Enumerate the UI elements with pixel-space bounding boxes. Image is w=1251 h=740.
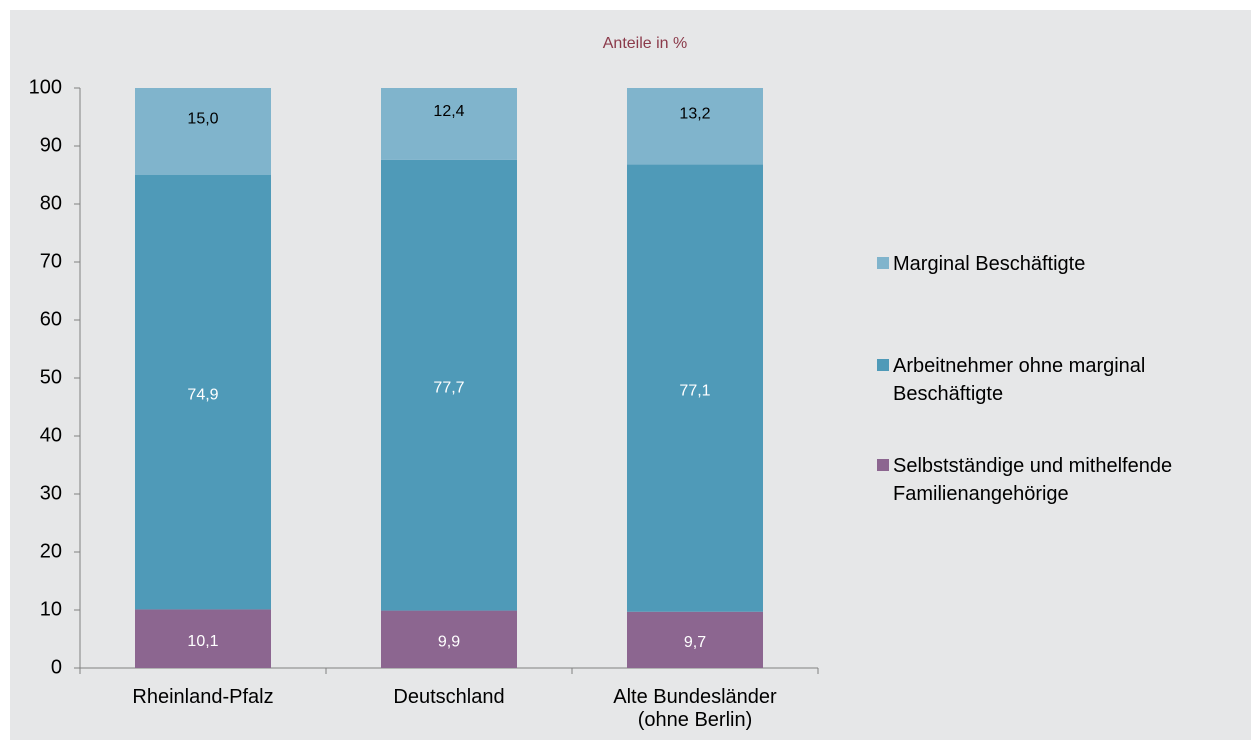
y-tick-label: 0: [51, 656, 62, 678]
value-label: 9,9: [438, 634, 460, 651]
value-label: 13,2: [679, 105, 710, 122]
value-label: 74,9: [187, 386, 218, 403]
y-tick-label: 10: [40, 598, 62, 620]
bar-segment: [381, 610, 517, 668]
x-tick-label-box: Rheinland-Pfalz: [132, 686, 274, 708]
y-tick-label: 40: [40, 424, 62, 446]
legend-swatch: [877, 459, 889, 471]
legend-swatch: [877, 257, 889, 269]
legend-label: Selbstständige und mithelfende Familiena…: [893, 455, 1173, 505]
bar-segment: [627, 164, 763, 612]
x-tick-label: Rheinland-Pfalz: [132, 686, 274, 708]
value-label: 77,7: [433, 379, 464, 396]
y-tick-label: 80: [40, 192, 62, 214]
y-tick-label: 60: [40, 308, 62, 330]
chart-subtitle: Anteile in %: [603, 35, 688, 52]
bar-segment: [381, 159, 517, 611]
bar-segment: [135, 175, 271, 610]
legend-label-box: Arbeitnehmer ohne marginal Beschäftigte: [893, 355, 1146, 405]
legend-label-box: Selbstständige und mithelfende Familiena…: [893, 455, 1173, 505]
legend-swatch: [877, 359, 889, 371]
value-label: 9,7: [684, 634, 706, 651]
x-tick-label: Deutschland: [393, 686, 505, 708]
x-tick-label-box: Alte Bundesländer (ohne Berlin): [613, 686, 777, 731]
y-tick-label: 30: [40, 482, 62, 504]
value-label: 77,1: [679, 382, 710, 399]
legend-label: Marginal Beschäftigte: [893, 253, 1086, 275]
value-label: 10,1: [187, 633, 218, 650]
y-tick-label: 90: [40, 134, 62, 156]
y-tick-label: 20: [40, 540, 62, 562]
legend-label: Arbeitnehmer ohne marginal Beschäftigte: [893, 355, 1146, 405]
y-tick-label: 50: [40, 366, 62, 388]
y-tick-label: 100: [29, 76, 62, 98]
bar-segment: [627, 88, 763, 165]
x-tick-label-box: Deutschland: [393, 686, 505, 708]
x-tick-label: Alte Bundesländer (ohne Berlin): [613, 686, 777, 731]
y-tick-label: 70: [40, 250, 62, 272]
bar-segment: [135, 609, 271, 668]
bar-segment: [381, 88, 517, 160]
value-label: 12,4: [433, 103, 464, 120]
legend-label-box: Marginal Beschäftigte: [893, 253, 1086, 275]
value-label: 15,0: [187, 111, 218, 128]
bar-segment: [627, 611, 763, 668]
bar-segment: [135, 88, 271, 175]
